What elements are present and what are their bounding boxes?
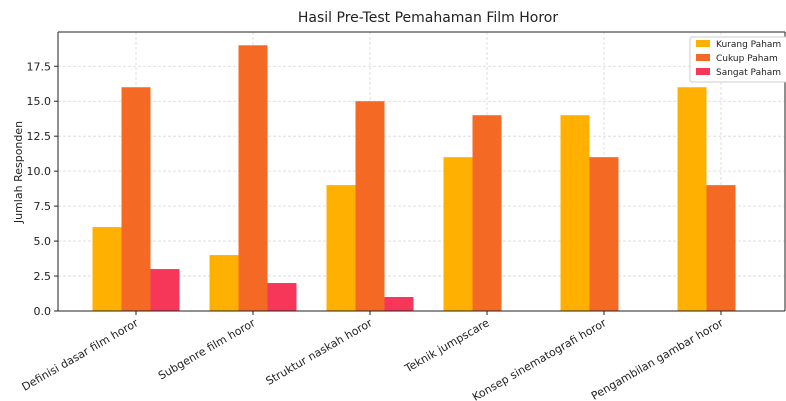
bar — [238, 45, 268, 312]
x-tick-label: Struktur naskah horor — [264, 316, 375, 388]
y-axis-label: Jumlah Responden — [12, 121, 25, 224]
y-tick-label: 7.5 — [34, 200, 52, 213]
bar — [443, 157, 473, 311]
bar — [560, 115, 590, 311]
bar — [326, 185, 356, 311]
y-tick-label: 17.5 — [27, 60, 52, 73]
bar — [677, 87, 707, 311]
bar — [589, 157, 619, 311]
legend-box — [689, 36, 786, 83]
legend: Kurang Paham Cukup Paham Sangat Paham — [689, 36, 786, 83]
bar — [121, 87, 151, 311]
bar — [706, 185, 736, 311]
y-tick-label: 0.0 — [34, 305, 52, 318]
legend-swatch — [696, 68, 710, 75]
bar — [209, 255, 239, 311]
y-tick-label: 2.5 — [34, 270, 52, 283]
legend-label: Cukup Paham — [716, 54, 778, 64]
y-tick-label: 5.0 — [34, 235, 52, 248]
legend-label: Sangat Paham — [716, 68, 781, 78]
x-tick-label: Konsep sinematografi horor — [470, 316, 609, 401]
bar — [384, 297, 414, 311]
bar — [267, 283, 297, 311]
bar — [472, 115, 502, 311]
legend-label: Kurang Paham — [716, 40, 781, 50]
legend-swatch — [696, 40, 710, 47]
legend-swatch — [696, 54, 710, 61]
x-tick-label: Teknik jumpscare — [402, 316, 492, 375]
x-tick-label: Definisi dasar film horor — [20, 316, 141, 394]
x-tick-label: Subgenre film horor — [156, 316, 258, 382]
chart-title: Hasil Pre-Test Pemahaman Film Horor — [298, 10, 558, 26]
bar — [355, 101, 385, 312]
x-tick-label: Pengambilan gambar horor — [589, 316, 726, 401]
y-tick-label: 15.0 — [27, 95, 52, 108]
y-tick-label: 12.5 — [27, 130, 52, 143]
y-tick-label: 10.0 — [27, 165, 52, 178]
bar — [92, 227, 122, 311]
bar — [150, 269, 180, 311]
